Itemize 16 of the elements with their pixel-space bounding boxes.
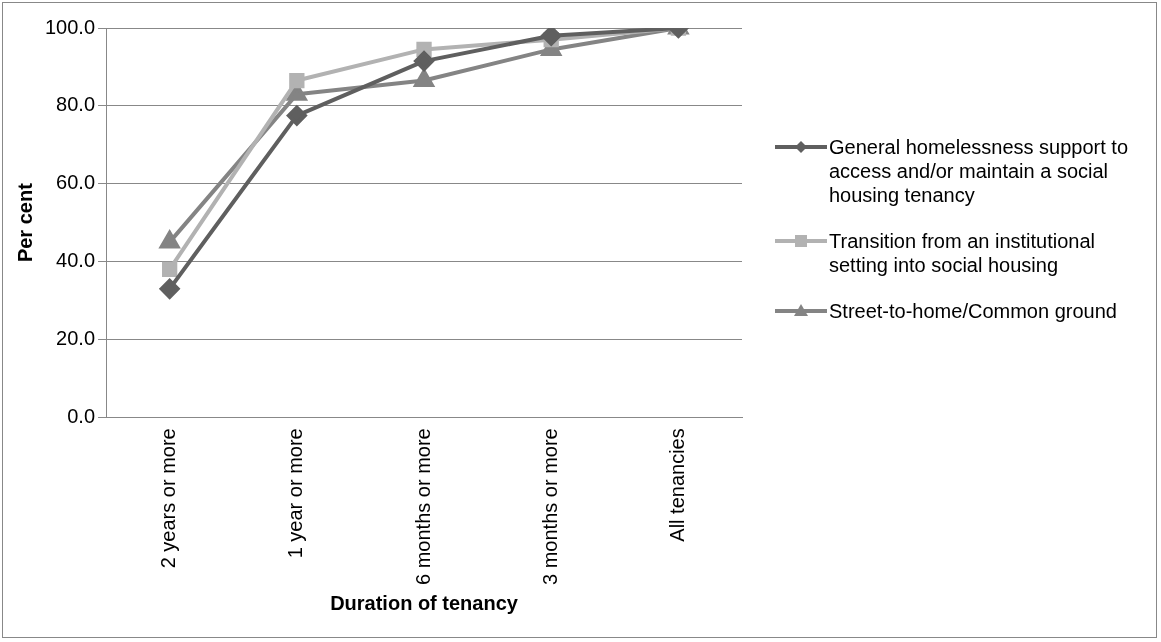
y-tick-label: 40.0 xyxy=(56,249,96,272)
x-tick-label: All tenancies xyxy=(665,428,688,542)
y-tick-label: 20.0 xyxy=(56,326,96,349)
legend-label: Transition from an institutional setting into social housing xyxy=(829,229,1097,277)
y-tick-label: 60.0 xyxy=(56,171,96,194)
x-tick-label: 2 years or more xyxy=(157,428,180,569)
x-tick-label: 6 months or more xyxy=(411,428,434,586)
legend-label: Street-to-home/Common ground xyxy=(829,299,1117,323)
y-tick-label: 100.0 xyxy=(44,15,96,38)
x-tick-label: 1 year or more xyxy=(284,428,307,559)
x-axis-title: Duration of tenancy xyxy=(330,591,519,614)
y-tick-label: 0.0 xyxy=(67,404,96,427)
y-tick-label: 80.0 xyxy=(56,93,96,116)
legend-label: General homelessness support to access and/or maintain a social housing tenancy xyxy=(829,135,1130,207)
x-tick-label: 3 months or more xyxy=(538,428,561,586)
y-axis-title: Per cent xyxy=(13,182,36,263)
